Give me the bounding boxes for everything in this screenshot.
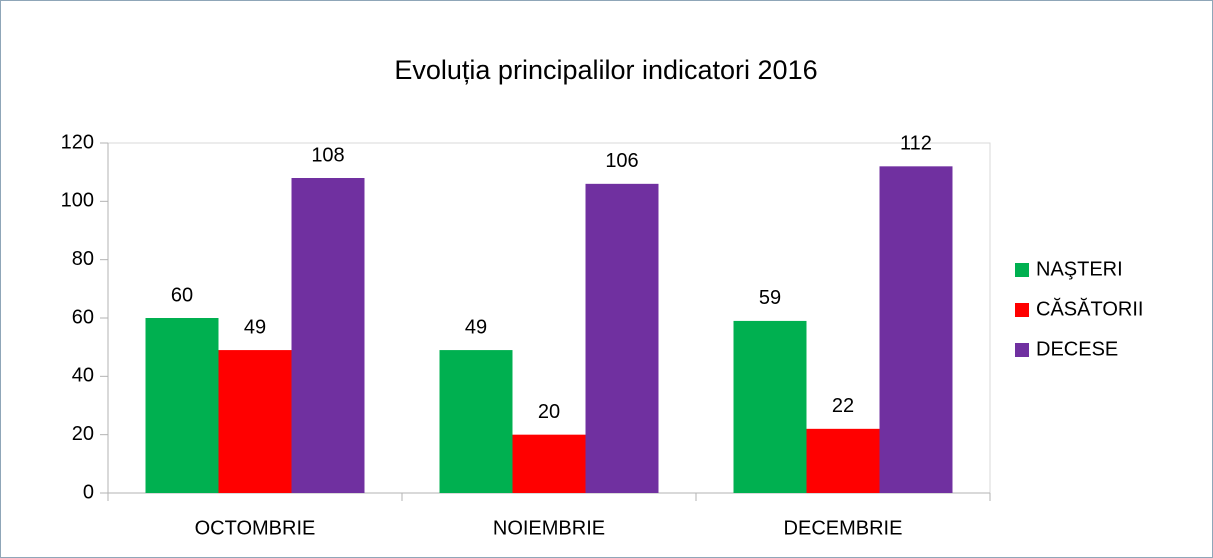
data-label: 60: [171, 284, 193, 306]
bar: [145, 318, 219, 493]
data-label: 59: [759, 287, 781, 309]
x-tick-label: DECEMBRIE: [784, 517, 903, 539]
legend-swatch: [1015, 343, 1029, 357]
legend-label: NAŞTERI: [1036, 258, 1123, 280]
data-label: 108: [311, 144, 344, 166]
y-tick-label: 20: [72, 423, 94, 445]
y-tick-label: 120: [61, 131, 94, 153]
x-tick-label: OCTOMBRIE: [195, 517, 316, 539]
bar: [291, 178, 365, 493]
y-tick-label: 40: [72, 365, 94, 387]
bar: [733, 320, 807, 493]
bar: [585, 183, 659, 494]
data-label: 112: [900, 133, 932, 155]
chart-title: Evoluția principalilor indicatori 2016: [394, 55, 817, 85]
legend-swatch: [1015, 263, 1029, 277]
legend-label: CĂSĂTORII: [1036, 297, 1143, 320]
y-tick-label: 100: [61, 190, 94, 212]
legend-label: DECESE: [1036, 338, 1118, 360]
data-label: 20: [538, 401, 560, 423]
data-label: 49: [465, 316, 487, 338]
bar: [439, 350, 513, 493]
bar: [806, 428, 880, 493]
data-label: 49: [244, 316, 266, 338]
y-tick-label: 60: [72, 306, 94, 328]
legend-swatch: [1015, 303, 1029, 317]
x-tick-label: NOIEMBRIE: [493, 517, 605, 539]
data-label: 106: [605, 150, 638, 172]
bar: [218, 350, 292, 493]
data-label: 22: [832, 395, 854, 417]
bar: [512, 434, 586, 493]
y-tick-label: 0: [83, 481, 94, 503]
bar: [879, 166, 953, 494]
y-tick-label: 80: [72, 248, 94, 270]
